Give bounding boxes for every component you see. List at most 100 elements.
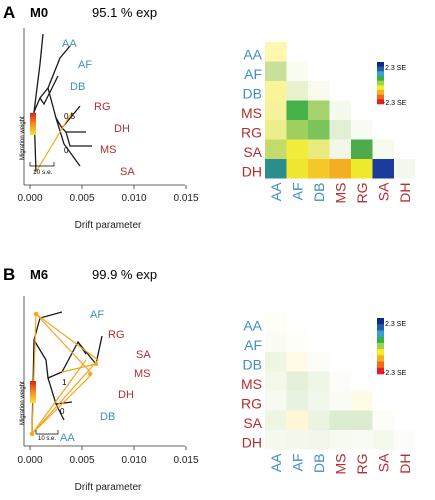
row-label-aa: AA (243, 47, 262, 63)
residual-cell (265, 430, 287, 450)
residual-cell (351, 430, 373, 450)
tip-label-aa: AA (62, 38, 77, 50)
residual-cell (351, 120, 373, 140)
tip-label-af: AF (90, 309, 104, 321)
se-scale-bar (29, 162, 55, 167)
col-label-ms: MS (332, 183, 348, 204)
col-label-aa: AA (268, 453, 284, 472)
se-scale-bar (35, 430, 59, 435)
x-axis-label-a: Drift parameter (75, 220, 142, 231)
residual-cell (308, 139, 330, 159)
scale-swatch (377, 90, 384, 95)
residual-cell (286, 332, 308, 352)
residual-cell (265, 371, 287, 391)
residual-cell (329, 120, 351, 140)
migration-weight-zero: 0 (60, 407, 65, 416)
scale-swatch (377, 330, 384, 337)
x-tick-a-3: 0.015 (173, 193, 198, 204)
scale-swatch (377, 71, 384, 77)
row-label-af: AF (244, 337, 262, 353)
legend-bottom-label-a: -2.3 SE (383, 100, 407, 107)
col-label-dh: DH (397, 183, 413, 203)
residual-cell (308, 352, 330, 372)
migration-weight-label: Migration weight (20, 381, 26, 425)
residual-cell (308, 371, 330, 391)
panel-b-variance: 99.9 % exp (92, 267, 157, 282)
col-label-sa: SA (375, 453, 391, 472)
residual-cell (265, 42, 287, 62)
residual-cell (265, 100, 287, 120)
residual-cell (286, 391, 308, 411)
row-label-rg: RG (241, 125, 262, 141)
residual-cell (372, 139, 394, 159)
se-scale-label: 10 s.e. (33, 169, 53, 176)
residual-cell (329, 391, 351, 411)
x-axis-label-b: Drift parameter (75, 482, 142, 493)
col-label-af: AF (289, 183, 305, 201)
tip-label-rg: RG (94, 101, 111, 113)
col-label-rg: RG (354, 454, 370, 475)
col-label-af: AF (289, 454, 305, 472)
panel-b-letter: B (3, 265, 15, 284)
migration-weight-zero: 0 (64, 146, 69, 155)
row-label-dh: DH (242, 435, 262, 451)
panel-b-model: M6 (30, 267, 48, 282)
residual-cell (286, 100, 308, 120)
residual-cell (308, 100, 330, 120)
x-tick-a-1: 0.005 (69, 193, 94, 204)
residual-cell (372, 159, 394, 179)
residual-cell (286, 120, 308, 140)
tip-label-sa: SA (120, 166, 135, 178)
col-label-db: DB (311, 454, 327, 473)
panel-a-variance: 95.1 % exp (92, 5, 157, 20)
legend-top-label-a: 2.3 SE (385, 65, 406, 72)
x-tick-b-3: 0.015 (173, 455, 198, 466)
legend-bottom-label-b: -2.3 SE (383, 370, 407, 377)
col-label-aa: AA (268, 182, 284, 201)
residual-cell (372, 410, 394, 430)
residual-cell (329, 159, 351, 179)
scale-swatch (377, 367, 384, 375)
residual-cell (329, 371, 351, 391)
legend-top-label-b: 2.3 SE (385, 321, 406, 328)
row-label-dh: DH (242, 164, 262, 180)
residual-matrix-a: AA AF DB MS RG SA DH AA AF DB MS RG SA DH (241, 42, 416, 204)
residual-cell (308, 410, 330, 430)
panel-b: B M6 99.9 % exp (3, 265, 416, 493)
residual-cell (265, 410, 287, 430)
row-label-ms: MS (241, 376, 262, 392)
tree-plot-b: 1 0 AF RG SA MS DH DB AA Migration weigh… (17, 296, 199, 493)
residual-cell (286, 371, 308, 391)
scale-swatch (377, 80, 384, 86)
residual-cell (265, 81, 287, 101)
residual-cell (286, 139, 308, 159)
residual-cell (286, 159, 308, 179)
migration-weight-value: 1 (62, 378, 67, 387)
x-tick-b-2: 0.010 (121, 455, 146, 466)
x-tick-a-2: 0.010 (121, 193, 146, 204)
row-label-rg: RG (241, 396, 262, 412)
migration-weight-bar (30, 113, 36, 135)
col-label-ms: MS (332, 454, 348, 475)
residual-cell (265, 391, 287, 411)
residual-cell (308, 430, 330, 450)
residual-cell (286, 81, 308, 101)
scale-swatch (377, 85, 384, 91)
col-label-db: DB (311, 183, 327, 202)
migration-weight-value: 0.5 (64, 112, 76, 121)
tip-label-dh: DH (114, 123, 130, 135)
col-label-dh: DH (397, 454, 413, 474)
residual-cell (308, 120, 330, 140)
residual-cell (351, 159, 373, 179)
tip-label-sa: SA (136, 349, 151, 361)
row-label-aa: AA (243, 318, 262, 334)
migration-weight-bar (30, 381, 36, 403)
x-tick-b-1: 0.005 (69, 455, 94, 466)
migration-weight-label: Migration weight (20, 116, 26, 160)
row-label-ms: MS (241, 105, 262, 121)
row-label-db: DB (243, 86, 262, 102)
col-label-rg: RG (354, 183, 370, 204)
residual-cell (351, 139, 373, 159)
tip-label-db: DB (100, 411, 115, 423)
residual-cell (394, 430, 416, 450)
